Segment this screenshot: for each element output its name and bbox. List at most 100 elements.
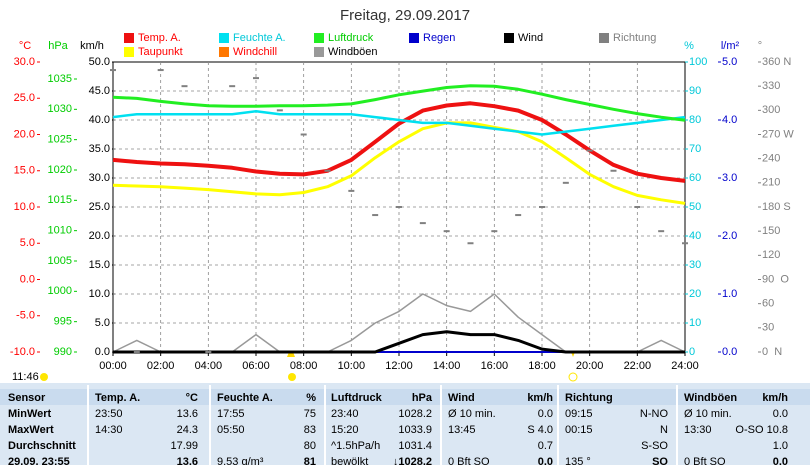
table-cell: 0.0 [538,408,553,420]
y-tick-label: 40.0 [89,114,110,126]
table-cell: 1028.2 [398,408,432,420]
x-tick-label: 08:00 [290,360,318,372]
axis-unit: km/h [80,40,104,52]
chart-title: Freitag, 29.09.2017 [340,7,470,24]
x-tick-label: 00:00 [99,360,127,372]
y-tick-label: 120 [762,249,780,261]
x-tick-label: 20:00 [576,360,604,372]
table-cell: O-SO 10.8 [735,424,788,436]
legend-swatch [314,47,324,57]
table-header-bg [0,389,810,405]
y-tick-label: 5.0 [20,237,35,249]
moon-icon [568,372,578,382]
table-cell: 80 [304,440,316,452]
table-cell: S-SO [641,440,668,452]
y-tick-label: 15.0 [14,165,35,177]
y-tick-label: -10.0 [10,346,35,358]
table-cell: Ø 10 min. [684,408,732,420]
table-cell: 0.0 [773,456,788,465]
table-cell: 13:30 [684,424,712,436]
table-cell: 1033.9 [398,424,432,436]
y-tick-label: 5.0 [722,56,737,68]
y-tick-label: 1.0 [722,288,737,300]
y-tick-label: 70 [689,143,701,155]
table-cell: Feuchte A. [217,392,273,404]
x-tick-label: 24:00 [671,360,699,372]
axis-unit: % [684,40,694,52]
series-line [112,121,686,205]
axis-unit: °C [19,40,31,52]
y-tick-label: 60 [689,172,701,184]
table-cell: 15:20 [331,424,359,436]
y-tick-label: 20 [689,288,701,300]
x-tick-label: 10:00 [338,360,366,372]
table-cell: °C [186,392,198,404]
y-tick-label: 2.0 [722,230,737,242]
x-tick-label: 18:00 [528,360,556,372]
y-tick-label: 0 [689,346,695,358]
sun-icon [288,373,296,381]
legend-swatch [219,47,229,57]
table-cell: N-NO [640,408,669,420]
table-cell: 00:15 [565,424,593,436]
y-tick-label: 1000 [48,285,72,297]
table-cell: km/h [527,392,553,404]
table-cell: ↓1028.2 [393,456,432,465]
table-cell: 23:50 [95,408,123,420]
legend-label: Taupunkt [138,46,183,58]
table-cell: SO [652,456,668,465]
table-cell: km/h [762,392,788,404]
table-cell: 83 [304,424,316,436]
y-tick-label: 10.0 [14,201,35,213]
table-cell: Wind [448,392,475,404]
table-cell: Windböen [684,392,737,404]
table-cell: 0.0 [773,408,788,420]
table-cell: ^1.5hPa/h [331,440,380,452]
y-tick-label: 30.0 [14,56,35,68]
legend-label: Regen [423,32,455,44]
legend-swatch [124,33,134,43]
y-tick-label: 270 W [762,128,794,140]
day-length: 11:46 [12,371,39,383]
y-tick-label: 150 [762,225,780,237]
table-cell: 0.7 [538,440,553,452]
y-tick-label: -5.0 [16,310,35,322]
table-cell: Sensor [8,392,46,404]
table-cell: 09:15 [565,408,593,420]
y-tick-label: 90 O [762,273,789,285]
y-tick-label: 1015 [48,194,72,206]
table-cell: hPa [412,392,433,404]
y-tick-label: 100 [689,56,707,68]
legend-label: Windböen [328,46,378,58]
axis-unit: ° [758,40,762,52]
y-tick-label: 15.0 [89,259,110,271]
y-tick-label: 1025 [48,134,72,146]
table-cell: 14:30 [95,424,123,436]
axis-unit: l/m² [721,40,740,52]
y-tick-label: 35.0 [89,143,110,155]
legend-swatch [314,33,324,43]
y-tick-label: 60 [762,298,774,310]
legend-label: Richtung [613,32,656,44]
x-tick-label: 06:00 [242,360,270,372]
y-tick-label: 0.0 [95,346,110,358]
table-cell: 81 [304,456,316,465]
table-cell: 17:55 [217,408,245,420]
y-tick-label: 25.0 [89,201,110,213]
x-tick-label: 14:00 [433,360,461,372]
y-tick-label: 1020 [48,164,72,176]
y-tick-label: 180 S [762,201,791,213]
y-tick-label: 30 [689,259,701,271]
table-cell: MaxWert [8,424,54,436]
y-tick-label: 50 [689,201,701,213]
legend-swatch [124,47,134,57]
legend-label: Luftdruck [328,32,374,44]
series-line [112,84,686,122]
y-tick-label: 80 [689,114,701,126]
y-tick-label: 0.0 [20,273,35,285]
y-tick-label: 360 N [762,56,791,68]
legend-swatch [599,33,609,43]
table-cell: 24.3 [177,424,198,436]
y-tick-label: 0 N [762,346,782,358]
